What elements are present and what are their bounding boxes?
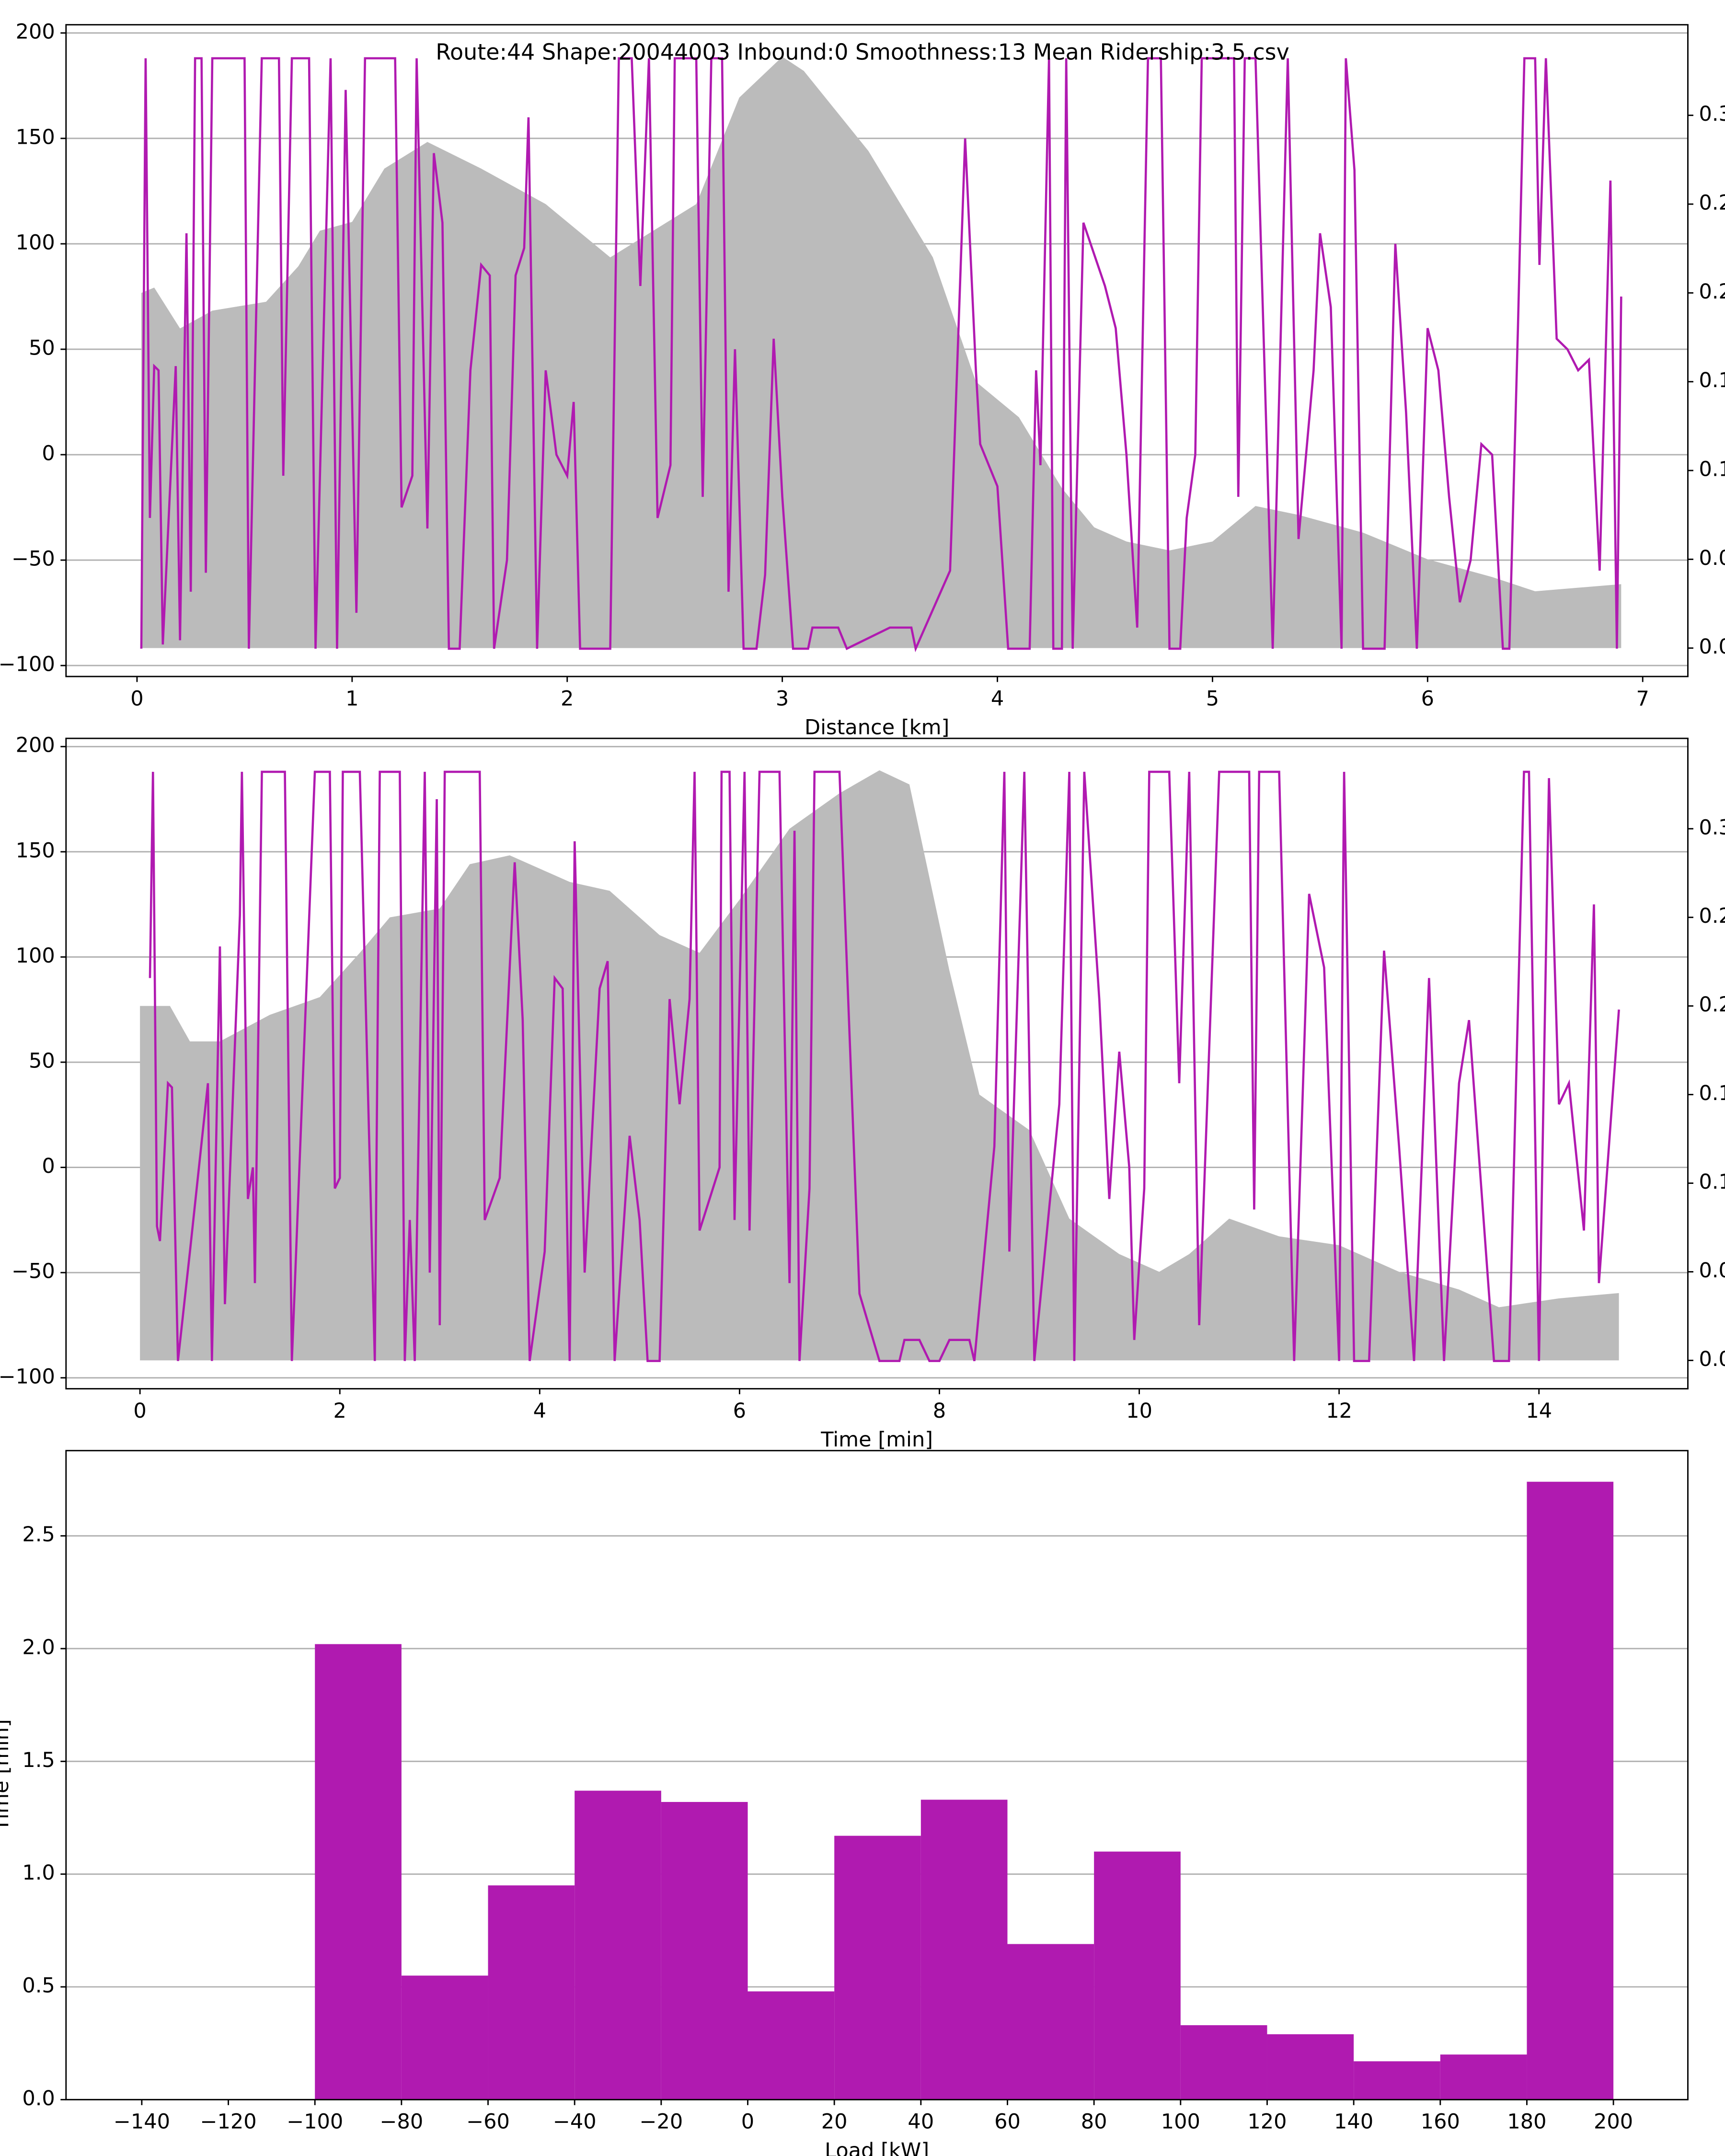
x-axis-label: Distance [km] <box>805 716 949 740</box>
y-tick-label: −100 <box>0 653 55 677</box>
bar <box>1007 1944 1094 2100</box>
x-tick-label: 60 <box>994 2110 1021 2134</box>
axes-frame <box>65 24 1689 677</box>
y-tick-label: 200 <box>16 20 55 44</box>
x-tick-label: 3 <box>776 687 789 711</box>
line <box>140 57 1622 653</box>
x-tick-label: 5 <box>1206 687 1219 711</box>
x-tick-label: 6 <box>1421 687 1434 711</box>
area <box>141 57 1622 648</box>
y-tick-label: 150 <box>16 838 55 862</box>
x-tick-label: 40 <box>908 2110 934 2134</box>
x-tick-label: −80 <box>380 2110 423 2134</box>
x-tick-label: 4 <box>533 1399 546 1423</box>
y2-tick-label: 0.10 <box>1699 1170 1725 1194</box>
x-tick-label: 4 <box>991 687 1004 711</box>
x-tick-label: 14 <box>1526 1399 1552 1423</box>
y2-tick-label: 0.30 <box>1699 102 1725 126</box>
x-tick-label: 7 <box>1636 687 1649 711</box>
axes-frame <box>65 1450 1689 2100</box>
y2-tick-label: 0.15 <box>1699 1081 1725 1105</box>
bar <box>401 1975 488 2100</box>
y2-tick-label: 0.25 <box>1699 904 1725 928</box>
y-tick-label: 150 <box>16 125 55 149</box>
y-tick-label: 100 <box>16 944 55 968</box>
y2-tick-label: 0.20 <box>1699 993 1725 1017</box>
y-tick-label: 0 <box>42 442 55 466</box>
x-tick-label: 0 <box>130 687 143 711</box>
x-tick-label: −100 <box>287 2110 343 2134</box>
bar <box>1354 2061 1440 2100</box>
y-tick-label: 0 <box>42 1154 55 1178</box>
y-tick-label: −50 <box>12 547 55 571</box>
bar <box>1267 2034 1354 2100</box>
plot-area <box>140 770 1620 1362</box>
bar <box>920 1800 1008 2100</box>
y2-tick-label: 0.25 <box>1699 191 1725 215</box>
bar <box>1094 1851 1181 2100</box>
bar <box>748 1991 835 2100</box>
y2-tick-label: 0.05 <box>1699 546 1725 570</box>
x-tick-label: −40 <box>553 2110 597 2134</box>
area <box>140 770 1619 1361</box>
x-tick-label: 200 <box>1594 2110 1633 2134</box>
x-tick-label: 140 <box>1334 2110 1373 2134</box>
x-tick-label: 100 <box>1161 2110 1200 2134</box>
bar <box>1527 1481 1614 2100</box>
x-tick-label: 20 <box>821 2110 848 2134</box>
plot-area <box>140 57 1622 653</box>
y2-tick-label: 0.00 <box>1699 635 1725 659</box>
y2-tick-label: 0.05 <box>1699 1259 1725 1283</box>
y-tick-label: 50 <box>29 336 55 360</box>
x-tick-label: 12 <box>1326 1399 1352 1423</box>
y-tick-label: 0.0 <box>22 2087 55 2110</box>
x-axis-label: Load [kW] <box>825 2139 929 2156</box>
x-axis-label: Time [min] <box>820 1428 933 1452</box>
y-tick-label: 200 <box>16 734 55 757</box>
y-tick-label: 2.5 <box>22 1523 55 1547</box>
x-tick-label: 0 <box>741 2110 754 2134</box>
x-tick-label: 10 <box>1126 1399 1152 1423</box>
x-tick-label: −20 <box>639 2110 683 2134</box>
x-tick-label: 120 <box>1247 2110 1287 2134</box>
y2-tick-label: 0.10 <box>1699 458 1725 482</box>
x-tick-label: 1 <box>345 687 358 711</box>
x-tick-label: 80 <box>1081 2110 1107 2134</box>
bar <box>661 1802 748 2100</box>
x-tick-label: −140 <box>114 2110 170 2134</box>
axes-frame <box>65 737 1689 1390</box>
line <box>149 770 1620 1362</box>
x-tick-label: 180 <box>1507 2110 1546 2134</box>
y2-tick-label: 0.00 <box>1699 1347 1725 1371</box>
x-tick-label: −120 <box>200 2110 256 2134</box>
y-tick-label: −100 <box>0 1365 55 1388</box>
bar <box>488 1885 575 2100</box>
y2-tick-label: 0.30 <box>1699 815 1725 839</box>
y-tick-label: 0.5 <box>22 1974 55 1998</box>
x-tick-label: 2 <box>334 1399 346 1423</box>
y-tick-label: 1.5 <box>22 1748 55 1772</box>
x-tick-label: 0 <box>133 1399 146 1423</box>
bar <box>575 1790 661 2100</box>
bar <box>315 1644 402 2100</box>
y-axis-label: Time [min] <box>0 1719 13 1832</box>
bar <box>1180 2025 1267 2100</box>
y-tick-label: 50 <box>29 1049 55 1073</box>
bar <box>1440 2054 1527 2100</box>
bar <box>834 1835 921 2100</box>
y-tick-label: 1.0 <box>22 1861 55 1885</box>
x-tick-label: 2 <box>561 687 574 711</box>
y-tick-label: 100 <box>16 230 55 254</box>
chart-title: Route:44 Shape:20044003 Inbound:0 Smooth… <box>436 39 1289 65</box>
x-tick-label: 160 <box>1421 2110 1460 2134</box>
x-tick-label: −60 <box>466 2110 510 2134</box>
x-tick-label: 6 <box>733 1399 746 1423</box>
y-tick-label: 2.0 <box>22 1635 55 1659</box>
y2-tick-label: 0.15 <box>1699 368 1725 392</box>
y2-tick-label: 0.20 <box>1699 280 1725 304</box>
y-tick-label: −50 <box>12 1260 55 1284</box>
x-tick-label: 8 <box>933 1399 946 1423</box>
